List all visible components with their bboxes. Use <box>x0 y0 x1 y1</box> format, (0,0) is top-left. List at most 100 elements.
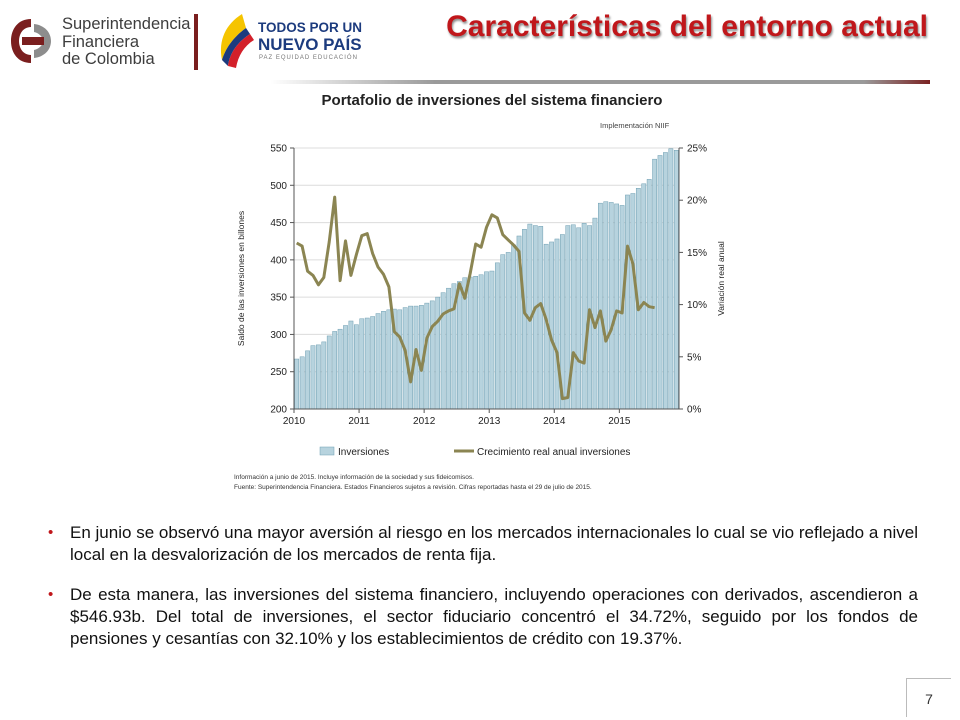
bar-inversiones <box>598 202 603 410</box>
logo-divider <box>194 14 198 70</box>
x-tick-label: 2014 <box>543 416 566 427</box>
gov-logo-line-1: TODOS POR UN <box>258 20 363 35</box>
bar-inversiones <box>440 292 446 410</box>
bullet-icon: • <box>48 524 54 541</box>
bar-inversiones <box>576 227 582 410</box>
bar-inversiones <box>538 226 544 410</box>
x-tick-label: 2015 <box>608 416 631 427</box>
bar-inversiones <box>625 194 630 410</box>
bar-inversiones <box>397 309 403 410</box>
bar-inversiones <box>532 225 538 410</box>
bar-inversiones <box>554 238 560 410</box>
bar-inversiones <box>641 183 647 410</box>
line-crecimiento-real <box>295 195 655 401</box>
bar-inversiones <box>511 244 516 410</box>
y-tick-label: 500 <box>270 181 287 192</box>
legend-label: Inversiones <box>338 447 389 458</box>
y-tick-label: 550 <box>270 144 287 155</box>
colombia-flag-swoosh-icon <box>220 14 254 68</box>
bar-inversiones <box>364 317 370 410</box>
bar-inversiones <box>429 300 435 410</box>
sfc-logo-line-2: Financiera <box>62 32 140 51</box>
sfc-emblem-icon <box>11 19 51 63</box>
bar-inversiones <box>500 254 506 410</box>
bar-inversiones <box>608 202 614 410</box>
bar-inversiones <box>652 158 657 410</box>
y-tick-label: 400 <box>270 255 287 266</box>
y2-tick-label: 25% <box>687 144 707 155</box>
bar-inversiones <box>316 344 321 410</box>
bar-inversiones <box>603 201 609 410</box>
bar-inversiones <box>668 148 674 410</box>
bar-inversiones <box>673 149 679 410</box>
bar-inversiones <box>321 341 327 410</box>
y2-tick-label: 20% <box>687 196 707 207</box>
bar-inversiones <box>386 309 392 410</box>
x-tick-label: 2011 <box>348 416 370 427</box>
y-axis-title: Saldo de las inversiones en billones <box>236 211 246 346</box>
bar-inversiones <box>294 358 300 410</box>
source-note: Fuente: Superintendencia Financiera. Est… <box>234 484 592 491</box>
y2-tick-label: 5% <box>687 352 702 363</box>
bar-inversiones <box>457 281 462 410</box>
bar-inversiones <box>522 229 527 410</box>
bar-inversiones <box>326 335 332 410</box>
bar-inversiones <box>467 276 473 410</box>
bar-inversiones <box>446 287 451 410</box>
bar-inversiones <box>663 152 668 410</box>
bar-inversiones <box>646 179 652 410</box>
bar-inversiones <box>305 350 310 410</box>
gov-logo-line-3: PAZ EQUIDAD EDUCACIÓN <box>259 55 358 61</box>
bullet-text: De esta manera, las inversiones del sist… <box>70 585 918 648</box>
bar-inversiones <box>375 313 381 410</box>
bar-inversiones <box>353 324 359 410</box>
bar-inversiones <box>337 328 343 410</box>
title-underline <box>270 80 930 84</box>
bar-inversiones <box>310 345 316 410</box>
gobierno-logo: TODOS POR UN NUEVO PAÍS PAZ EQUIDAD EDUC… <box>212 10 372 72</box>
chart-title: Portafolio de inversiones del sistema fi… <box>321 92 663 109</box>
bullet-item: • De esta manera, las inversiones del sis… <box>48 584 918 650</box>
bar-inversiones <box>581 223 587 410</box>
bar-inversiones <box>435 296 441 410</box>
bar-inversiones <box>630 193 636 410</box>
bar-inversiones <box>592 217 598 410</box>
bar-inversiones <box>549 241 554 410</box>
bar-inversiones <box>505 252 511 410</box>
bullet-icon: • <box>48 586 54 603</box>
bar-inversiones <box>424 302 430 410</box>
bar-inversiones <box>299 356 305 410</box>
investment-portfolio-chart: 200 250 300 350 400 450 500 550 0% 5% 10% 15% 20% 25%… <box>234 121 724 491</box>
gov-logo-line-2: NUEVO PAÍS <box>258 35 362 54</box>
x-tick-label: 2010 <box>283 416 306 427</box>
page-number: 7 <box>906 678 951 717</box>
y-tick-label: 300 <box>270 330 287 341</box>
bar-inversiones <box>657 155 663 410</box>
y2-tick-label: 0% <box>687 405 702 416</box>
y-tick-label: 350 <box>270 293 287 304</box>
bar-inversiones <box>494 262 500 410</box>
bar-inversiones <box>381 311 386 410</box>
bullet-text: En junio se observó una mayor aversión a… <box>70 523 918 564</box>
y2-tick-label: 15% <box>687 248 707 259</box>
y-tick-label: 200 <box>270 405 287 416</box>
bar-inversiones <box>484 271 489 410</box>
bar-inversiones <box>359 318 365 410</box>
bullet-list: • En junio se observó una mayor aversión … <box>48 522 918 650</box>
page-title: Características del entorno actual <box>446 10 928 43</box>
bar-inversiones <box>614 203 620 410</box>
legend-swatch-inversiones <box>319 446 335 456</box>
y-tick-label: 250 <box>270 367 287 378</box>
bar-inversiones <box>478 274 484 410</box>
y2-axis-title: Variación real anual <box>716 241 724 316</box>
y-tick-label: 450 <box>270 218 287 229</box>
annotation-niif: Implementación NIIF <box>600 121 670 130</box>
x-tick-label: 2012 <box>413 416 436 427</box>
bar-inversiones <box>473 276 479 410</box>
bullet-item: • En junio se observó una mayor aversión … <box>48 522 918 566</box>
bar-inversiones <box>408 305 413 410</box>
bar-inversiones <box>348 320 354 410</box>
legend-label: Crecimiento real anual inversiones <box>477 447 630 458</box>
x-tick-label: 2013 <box>478 416 501 427</box>
sfc-logo-line-3: de Colombia <box>62 50 155 68</box>
